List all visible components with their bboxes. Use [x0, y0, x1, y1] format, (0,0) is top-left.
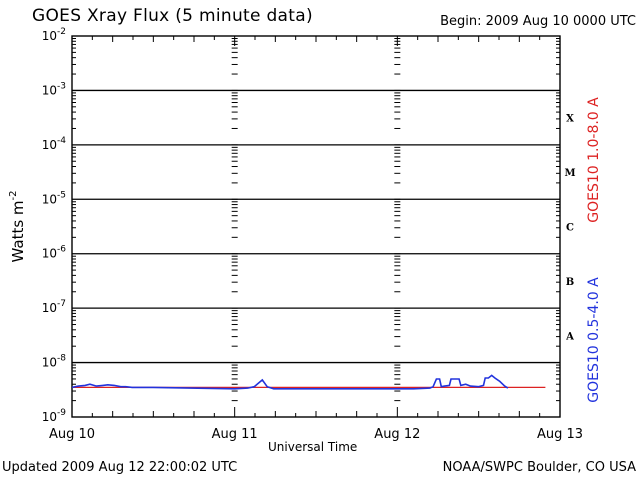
flare-class-label: C	[566, 223, 574, 234]
y-tick-label: 10-5	[42, 190, 66, 206]
x-tick-label: Aug 11	[212, 427, 258, 442]
legend-goes10-long: GOES10 1.0-8.0 A	[586, 97, 602, 223]
plot-frame	[71, 35, 561, 418]
updated-timestamp: Updated 2009 Aug 12 22:00:02 UTC	[2, 460, 238, 475]
y-tick-label: 10-6	[42, 245, 67, 261]
legend-goes10-short: GOES10 0.5-4.0 A	[586, 277, 602, 403]
series-line-short	[71, 374, 509, 390]
y-tick-label: 10-9	[42, 408, 67, 424]
x-tick-label: Aug 10	[49, 427, 95, 442]
chart-title: GOES Xray Flux (5 minute data)	[32, 6, 313, 26]
x-tick-label: Aug 13	[537, 427, 583, 442]
y-tick-label: 10-3	[42, 81, 66, 97]
y-tick-label: 10-7	[42, 299, 66, 315]
flare-class-label: M	[564, 168, 575, 179]
flare-class-label: B	[566, 277, 574, 288]
y-tick-label: 10-8	[42, 354, 67, 370]
y-tick-label: 10-4	[42, 136, 67, 152]
x-axis-label: Universal Time	[268, 440, 358, 454]
flare-class-label: X	[566, 114, 574, 125]
y-tick-label: 10-2	[42, 27, 66, 43]
begin-time: Begin: 2009 Aug 10 0000 UTC	[440, 14, 636, 29]
flare-class-label: A	[565, 331, 574, 342]
x-tick-label: Aug 12	[374, 427, 420, 442]
credit-text: NOAA/SWPC Boulder, CO USA	[442, 460, 636, 475]
y-axis-label: Watts m-2	[8, 190, 27, 262]
